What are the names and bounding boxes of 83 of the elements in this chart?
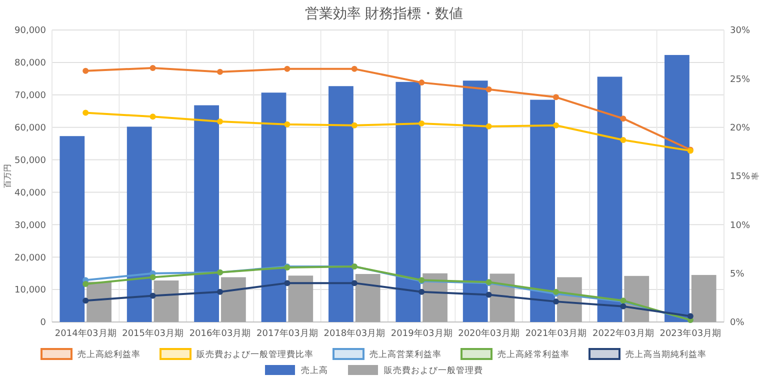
y-tick-label: 50,000 [14,156,46,166]
point [687,313,694,320]
point [351,280,358,286]
legend-label: 売上高当期純利益率 [626,348,706,360]
x-tick-label: 2020年03月期 [458,328,520,339]
point [486,123,492,130]
chart-title: 営業効率 財務指標・数値 [304,6,464,22]
legend-label: 売上高総利益率 [78,348,140,360]
point [418,120,425,126]
y-tick-label: 90,000 [14,26,46,36]
point [82,110,89,116]
y-tick-label: 80,000 [14,58,46,69]
bar [221,277,246,322]
x-tick-label: 2014年03月期 [54,328,116,339]
point [82,281,89,288]
bar [691,274,716,322]
bar [355,274,380,322]
point [418,288,425,295]
x-tick-label: 2015年03月期 [122,328,184,339]
point [82,298,89,304]
point [217,68,223,75]
y-tick-label: 20,000 [14,253,46,264]
y2-tick-label: 0% [730,318,745,328]
y2-tick-label: 20% [730,123,750,134]
y2-tick-label: 30% [730,26,750,36]
y-tick-label: 10,000 [14,286,46,296]
bar [664,54,690,322]
x-tick-label: 2021年03月期 [525,328,587,339]
y-tick-label: 30,000 [14,220,46,231]
legend-label: 売上高 [301,364,328,376]
point [150,64,156,71]
bar [126,126,152,322]
bar [597,76,622,322]
y-tick-label: 60,000 [14,123,46,134]
point [620,303,626,310]
y2-tick-label: 15% [730,172,750,182]
y-tick-label: 0 [40,318,46,328]
bar [194,105,219,322]
point [553,94,559,100]
legend-label: 販売費および一般管理費比率 [196,348,314,360]
x-tick-label: 2023年03月期 [660,328,722,339]
y2-tick-label: 5% [730,269,745,280]
bar [328,86,354,322]
y2-tick-label: 25% [730,74,750,85]
bar [396,82,421,322]
bar [530,100,555,322]
x-tick-label: 2016年03月期 [189,328,251,339]
point [284,121,290,128]
point [150,274,156,280]
point [284,280,290,286]
point [217,118,223,124]
legend-label: 売上高営業利益率 [370,348,442,360]
bar [288,276,314,322]
point [82,68,89,74]
bar [60,136,85,322]
point [150,114,156,120]
x-tick-label: 2022年03月期 [592,328,654,339]
y-axis-title: 百万円 [3,164,12,188]
legend-label: 販売費および一般管理費 [384,364,483,376]
bar [86,282,112,322]
point [486,86,492,92]
point [553,298,559,305]
legend-label: 売上高経常利益率 [498,348,570,360]
bar [462,80,488,322]
y-tick-label: 40,000 [14,188,46,198]
bar [154,280,179,322]
point [620,116,626,122]
point [620,136,626,143]
x-tick-label: 2019年03月期 [390,328,452,339]
y-tick-label: 70,000 [14,91,46,102]
point [217,288,223,295]
x-tick-label: 2018年03月期 [324,328,386,339]
point [553,122,559,128]
point [284,66,290,72]
point [351,66,358,72]
x-tick-label: 2017年03月期 [256,328,318,339]
y2-tick-label: 10% [730,220,750,231]
bar [261,92,286,322]
point [150,292,156,299]
point [486,292,492,298]
point [351,122,358,128]
y2-axis-title: 率 [751,172,760,180]
point [418,80,425,86]
